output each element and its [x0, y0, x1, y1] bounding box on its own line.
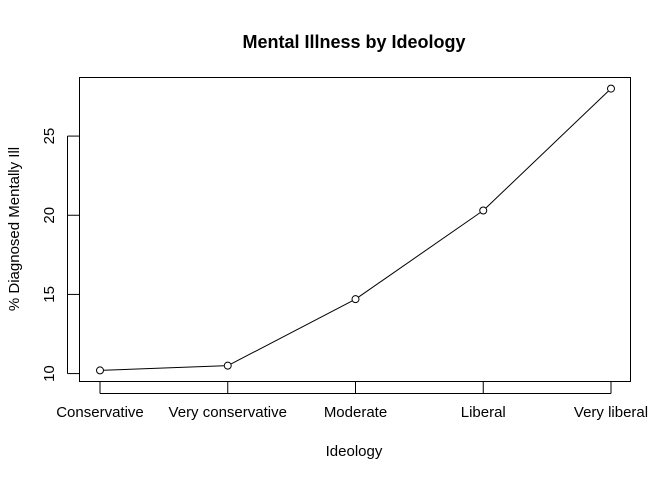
data-point	[351, 295, 360, 304]
x-tick-label: Very conservative	[169, 404, 287, 421]
series-line-segment	[103, 365, 225, 371]
data-point	[223, 361, 232, 370]
y-tick-label: 20	[41, 207, 58, 224]
data-point	[607, 84, 615, 93]
y-tick-label: 10	[41, 365, 58, 382]
data-point	[479, 206, 488, 215]
x-axis-label: Ideology	[326, 443, 383, 460]
chart-title: Mental Illness by Ideology	[242, 32, 465, 52]
y-tick-label: 25	[41, 128, 58, 145]
y-tick-label: 15	[41, 286, 58, 303]
y-axis: 10 15 20 25	[41, 128, 80, 382]
x-tick-label: Conservative	[56, 404, 144, 421]
x-tick-label: Liberal	[461, 404, 506, 421]
x-tick-label: Moderate	[324, 404, 387, 421]
series-line-segment	[358, 212, 481, 298]
series-layer	[96, 84, 615, 375]
x-axis: Conservative Very conservative Moderate Lib…	[56, 381, 648, 421]
series-line-segment	[485, 90, 609, 209]
plot-area-frame	[79, 77, 631, 382]
series-line-segment	[230, 300, 353, 365]
y-axis-label: % Diagnosed Mentally Ill	[6, 147, 23, 311]
data-point	[96, 366, 104, 375]
x-tick-label: Very liberal	[574, 404, 648, 421]
